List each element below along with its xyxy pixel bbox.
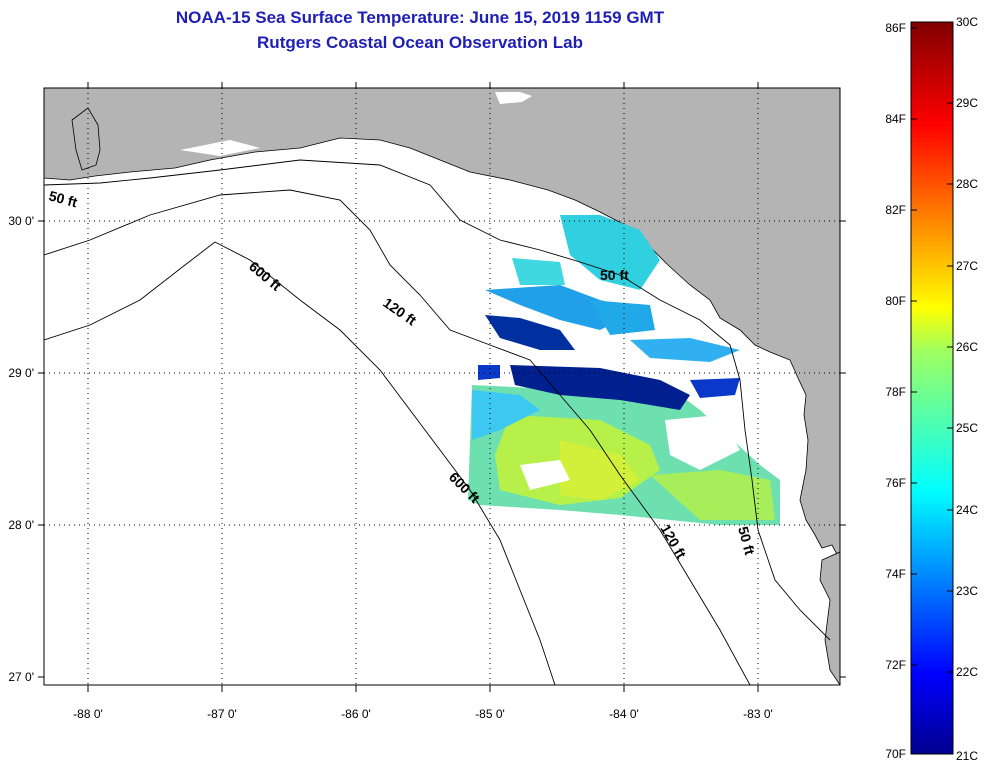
contour-label-50ft-west: 50 ft bbox=[47, 187, 79, 210]
colorbar bbox=[910, 21, 954, 755]
colorbar-label-c: 21C bbox=[956, 749, 978, 763]
colorbar-label-c: 22C bbox=[956, 665, 978, 679]
land-mass bbox=[44, 88, 840, 561]
lon-label: -83 0' bbox=[743, 707, 773, 721]
map-title: NOAA-15 Sea Surface Temperature: June 15… bbox=[175, 8, 665, 27]
colorbar-label-f: 78F bbox=[885, 385, 906, 399]
colorbar-label-f: 76F bbox=[885, 476, 906, 490]
lat-label: 27 0' bbox=[8, 670, 34, 684]
lat-label: 29 0' bbox=[8, 366, 34, 380]
colorbar-label-c: 24C bbox=[956, 503, 978, 517]
land-bay-peninsula bbox=[71, 107, 101, 171]
colorbar-label-f: 84F bbox=[885, 112, 906, 126]
colorbar-label-c: 28C bbox=[956, 177, 978, 191]
lon-label: -85 0' bbox=[475, 707, 505, 721]
lon-label: -84 0' bbox=[609, 707, 639, 721]
contour-50ft bbox=[44, 159, 831, 641]
colorbar-label-c: 27C bbox=[956, 259, 978, 273]
colorbar-ticks bbox=[911, 21, 953, 673]
colorbar-label-c: 26C bbox=[956, 340, 978, 354]
axis-ticks bbox=[38, 82, 846, 692]
colorbar-label-f: 70F bbox=[885, 747, 906, 761]
lon-label: -88 0' bbox=[73, 707, 103, 721]
colorbar-label-c: 23C bbox=[956, 584, 978, 598]
colorbar-label-c: 25C bbox=[956, 421, 978, 435]
map-subtitle: Rutgers Coastal Ocean Observation Lab bbox=[257, 33, 583, 52]
sst-swath bbox=[468, 215, 780, 525]
colorbar-label-f: 74F bbox=[885, 567, 906, 581]
contour-label-50ft-south: 50 ft bbox=[735, 525, 758, 557]
plot-frame bbox=[43, 87, 841, 686]
lon-label: -86 0' bbox=[341, 707, 371, 721]
colorbar-label-f: 80F bbox=[885, 294, 906, 308]
colorbar-label-c: 29C bbox=[956, 96, 978, 110]
lon-label: -87 0' bbox=[207, 707, 237, 721]
contour-600ft bbox=[44, 241, 556, 685]
lat-label: 30 0' bbox=[8, 214, 34, 228]
contour-120ft bbox=[44, 189, 751, 685]
colorbar-label-f: 86F bbox=[885, 21, 906, 35]
colorbar-label-f: 82F bbox=[885, 203, 906, 217]
colorbar-label-f: 72F bbox=[885, 658, 906, 672]
colorbar-label-c: 30C bbox=[956, 15, 978, 29]
depth-contours bbox=[44, 159, 831, 685]
lat-label: 28 0' bbox=[8, 518, 34, 532]
contour-label-50ft-east: 50 ft bbox=[600, 267, 629, 283]
